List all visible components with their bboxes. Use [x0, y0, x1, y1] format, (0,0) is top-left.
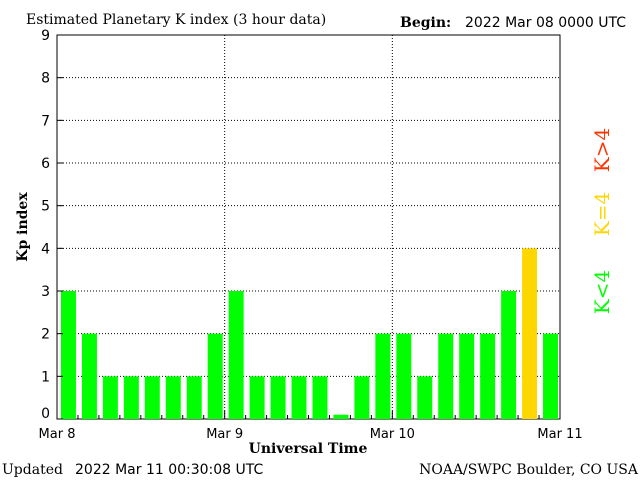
y-tick-label-4: 4 — [41, 241, 50, 257]
y-tick-label-0: 0 — [41, 406, 50, 422]
bar-2 — [102, 376, 118, 419]
bar-17 — [417, 376, 433, 419]
legend-k-greater-4: K>4 — [590, 128, 614, 172]
y-tick-label-5: 5 — [41, 199, 50, 215]
legend-k-equal-4: K=4 — [590, 192, 614, 236]
x-axis-label: Universal Time — [249, 441, 368, 457]
y-tick-label-8: 8 — [41, 71, 50, 87]
bar-1 — [81, 333, 97, 419]
bar-10 — [270, 376, 286, 419]
y-axis-ticks: 0 1 2 3 4 5 6 7 8 9 — [41, 28, 63, 422]
x-tick-label-1: Mar 9 — [206, 427, 243, 442]
y-tick-label-3: 3 — [41, 284, 50, 300]
y-tick-label-6: 6 — [41, 156, 50, 172]
bar-8 — [228, 291, 244, 419]
begin-value: 2022 Mar 08 0000 UTC — [465, 15, 626, 31]
bar-15 — [375, 333, 391, 419]
bar-12 — [312, 376, 328, 419]
bar-5 — [165, 376, 181, 419]
bar-21 — [501, 291, 517, 419]
bar-0 — [61, 291, 76, 419]
bar-7 — [207, 333, 223, 419]
bar-16 — [396, 333, 412, 419]
grid-lines — [57, 34, 560, 419]
legend-k-less-4: K<4 — [590, 270, 614, 314]
updated-value: 2022 Mar 11 00:30:08 UTC — [75, 462, 264, 478]
bar-22 — [522, 248, 538, 419]
bar-series — [61, 248, 558, 419]
bar-18 — [438, 333, 454, 419]
bar-4 — [144, 376, 160, 419]
y-axis-label: Kp index — [15, 192, 31, 262]
y-tick-label-7: 7 — [41, 113, 50, 129]
bar-23 — [543, 333, 558, 419]
x-tick-label-2: Mar 10 — [370, 427, 415, 442]
bar-9 — [249, 376, 265, 419]
bar-11 — [291, 376, 307, 419]
updated-label: Updated — [2, 462, 63, 478]
y-tick-label-9: 9 — [41, 28, 50, 44]
bar-14 — [354, 376, 370, 419]
y-tick-label-2: 2 — [41, 327, 50, 343]
source-credit: NOAA/SWPC Boulder, CO USA — [419, 462, 639, 478]
x-tick-label-3: Mar 11 — [537, 427, 582, 442]
bar-3 — [123, 376, 139, 419]
bar-6 — [186, 376, 202, 419]
bar-19 — [459, 333, 475, 419]
chart-title: Estimated Planetary K index (3 hour data… — [26, 12, 326, 28]
bar-20 — [480, 333, 496, 419]
begin-label: Begin: — [400, 15, 451, 31]
x-axis-ticks: Mar 8 Mar 9 Mar 10 Mar 11 — [39, 411, 583, 442]
x-tick-label-0: Mar 8 — [39, 427, 76, 442]
y-tick-label-1: 1 — [41, 369, 50, 385]
bar-13 — [333, 414, 349, 419]
